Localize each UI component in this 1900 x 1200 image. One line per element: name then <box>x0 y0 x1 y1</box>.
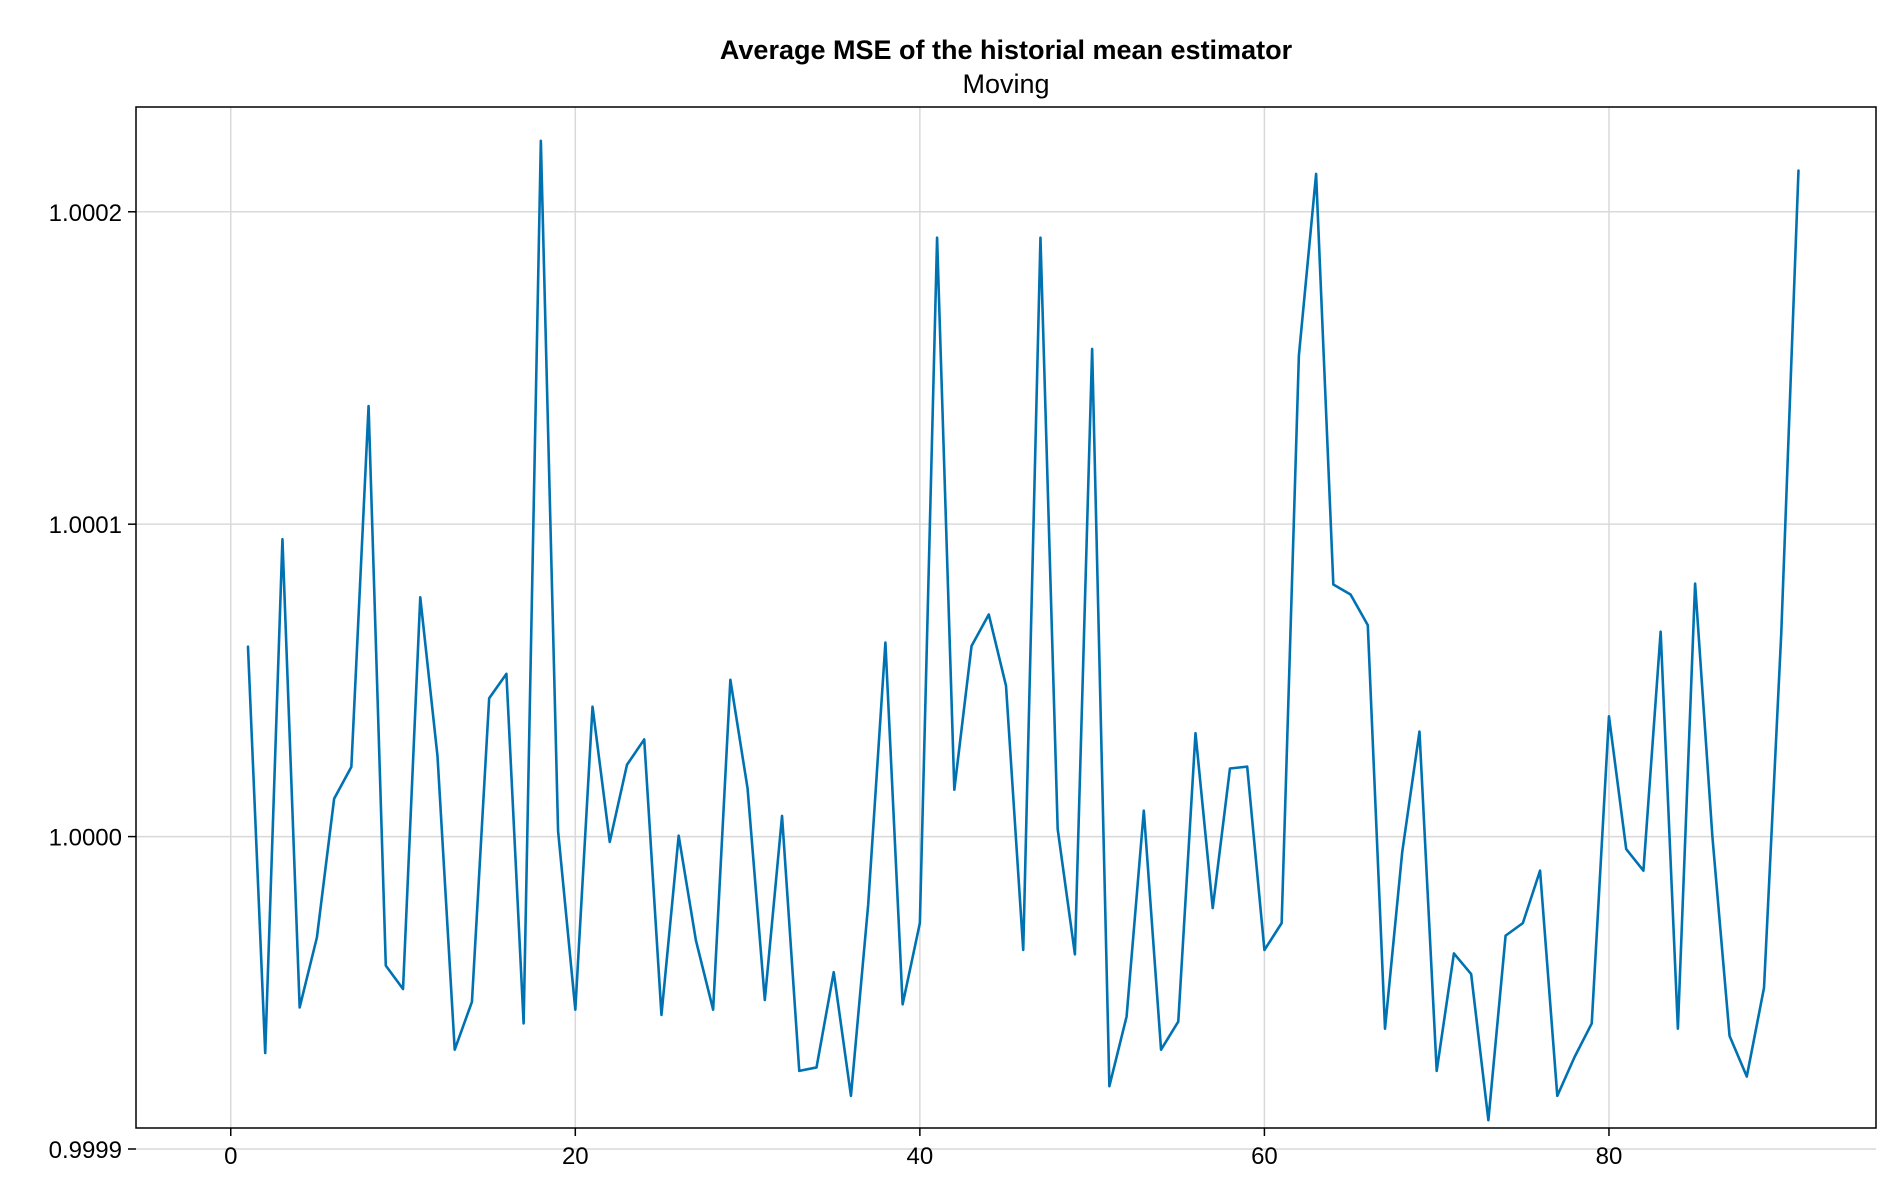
y-tick-label: 1.0001 <box>49 512 122 539</box>
y-tick-label: 1.0002 <box>49 200 122 227</box>
x-tick-label: 20 <box>562 1143 589 1170</box>
chart-subtitle: Moving <box>962 69 1049 99</box>
data-series <box>246 139 1800 1122</box>
x-tick-label: 0 <box>224 1143 237 1170</box>
x-tick-label: 40 <box>907 1143 934 1170</box>
y-tick-label: 0.9999 <box>49 1137 122 1164</box>
series-line <box>246 139 1800 1122</box>
x-tick-label: 60 <box>1251 1143 1278 1170</box>
x-tick-label: 80 <box>1596 1143 1623 1170</box>
chart-title: Average MSE of the historial mean estima… <box>720 35 1293 65</box>
y-tick-label: 1.0000 <box>49 825 122 852</box>
plot-frame <box>135 106 1877 1129</box>
grid-lines <box>136 107 1876 1150</box>
axis-ticks: 0 20 40 60 80 0.9999 1.0000 1.0001 1.0002 <box>49 200 1623 1170</box>
